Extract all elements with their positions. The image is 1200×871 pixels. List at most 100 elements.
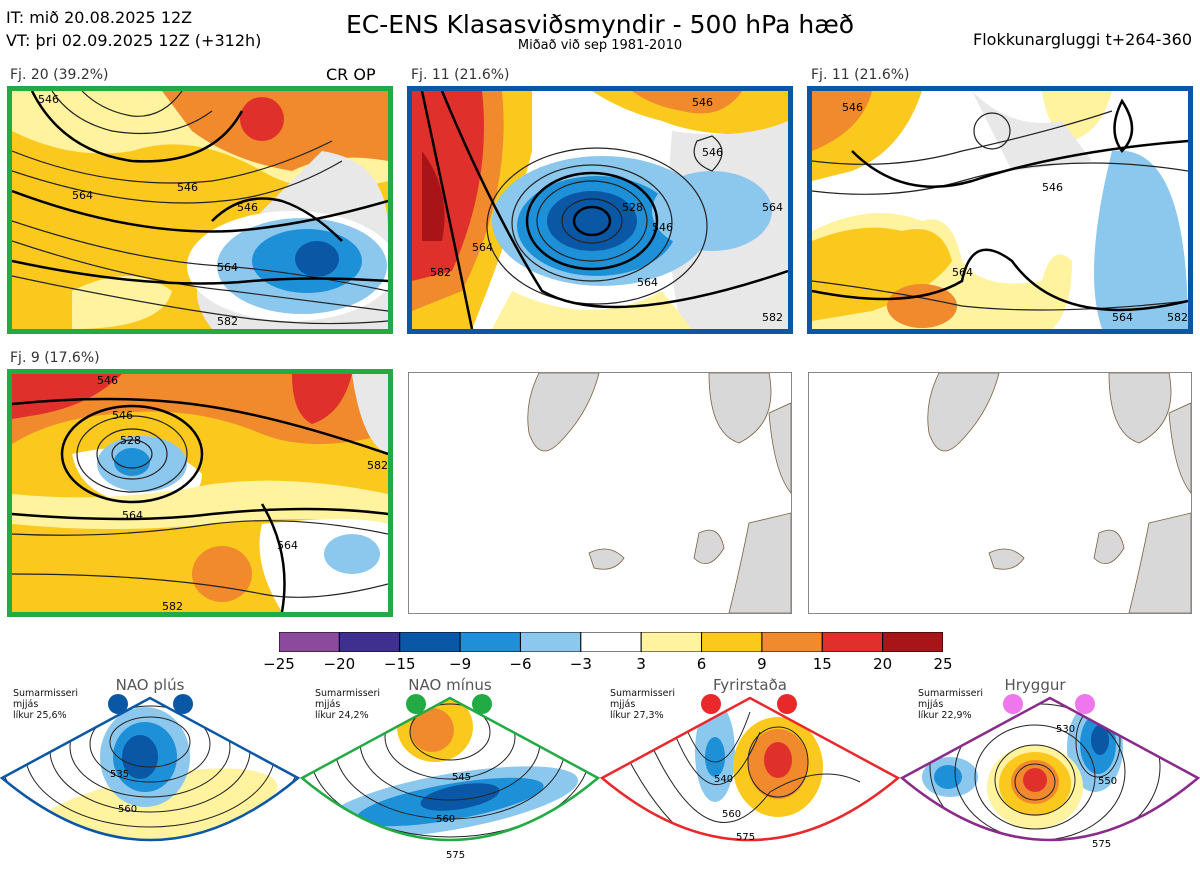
- p4-label-582b: 582: [367, 459, 388, 472]
- regime-probability: líkur 27,3%: [610, 710, 664, 721]
- colorbar-tick-label: −20: [323, 655, 356, 673]
- regime-dot: [406, 694, 426, 714]
- regime-probability: líkur 22,9%: [918, 710, 972, 721]
- p2-label-582a: 582: [430, 266, 451, 279]
- colorbar-tick-label: −9: [449, 655, 472, 673]
- colorbar-segment: [821, 631, 884, 653]
- regime-title: Fyrirstaða: [713, 676, 787, 694]
- regime-dot: [472, 694, 492, 714]
- p1-label-546a: 546: [177, 181, 198, 194]
- contour-label: 575: [446, 850, 465, 861]
- contour-label: 530: [1056, 724, 1075, 735]
- colorbar-tick-label: 3: [636, 655, 646, 673]
- regime-period: mjjás: [13, 699, 39, 710]
- regime-dot: [701, 694, 721, 714]
- regime-season: Sumarmisseri: [918, 688, 984, 699]
- init-time: IT: mið 20.08.2025 12Z: [6, 8, 193, 27]
- cluster-map-2: 564 546 528 546 546 564 564 582 582: [407, 86, 793, 334]
- p2-label-564a: 564: [472, 241, 493, 254]
- regime-season: Sumarmisseri: [610, 688, 676, 699]
- empty-map-6: [808, 372, 1192, 614]
- regime-nao-plus: NAO plús Sumarmisseri mjjás líkur 25,6%: [0, 672, 300, 871]
- contour-label: 560: [436, 814, 455, 825]
- regime-period: mjjás: [918, 699, 944, 710]
- regime-strip: NAO plús Sumarmisseri mjjás líkur 25,6%: [0, 672, 1200, 871]
- regime-info: Sumarmisseri mjjás líkur 25,6%: [13, 688, 78, 721]
- colorbar-tick-label: 15: [812, 655, 832, 673]
- p1-label-546b: 546: [237, 201, 258, 214]
- p2-label-528: 528: [622, 201, 643, 214]
- colorbar-tick-label: 25: [933, 655, 953, 673]
- cluster-map-4-graphic: 546 546 528 564 564 582 582: [12, 374, 388, 612]
- regime-probability: líkur 24,2%: [315, 710, 369, 721]
- regime-ridge: Hryggur Sumarmisseri mjjás líkur 22,9%: [900, 672, 1200, 871]
- empty-map-6-graphic: [809, 373, 1191, 613]
- colorbar-segment: [701, 631, 763, 653]
- regime-title: NAO mínus: [408, 676, 492, 694]
- colorbar-segment: [640, 631, 703, 653]
- p3-label-564b: 564: [1112, 311, 1133, 324]
- cluster-map-2-graphic: 564 546 528 546 546 564 564 582 582: [412, 91, 788, 329]
- colorbar-segment: [882, 631, 944, 653]
- page-subtitle: Miðað við sep 1981-2010: [517, 38, 683, 53]
- colorbar-tick-label: 6: [696, 655, 707, 673]
- regime-fan-graphic: 545 560 575: [300, 696, 600, 861]
- p1-label-546c: 546: [38, 93, 59, 106]
- colorbar-graphic: [278, 631, 944, 653]
- regime-fan-graphic: 530 550 575: [900, 696, 1200, 850]
- regime-season: Sumarmisseri: [13, 688, 79, 699]
- regime-fan-graphic: 535 560: [0, 696, 300, 842]
- p3-label-582: 582: [1167, 311, 1188, 324]
- p4-label-528: 528: [120, 434, 141, 447]
- header-info: IT: mið 20.08.2025 12Z VT: þri 02.09.202…: [6, 6, 261, 52]
- regime-period: mjjás: [315, 699, 341, 710]
- regime-title: NAO plús: [115, 676, 185, 694]
- contour-label: 575: [736, 832, 755, 843]
- empty-map-5: [408, 372, 792, 614]
- regime-info: Sumarmisseri mjjás líkur 24,2%: [315, 688, 380, 721]
- colorbar-tick-label: 9: [757, 655, 767, 673]
- p1-label-582: 582: [217, 315, 238, 328]
- p4-label-546b: 546: [112, 409, 133, 422]
- valid-time: VT: þri 02.09.2025 12Z (+312h): [6, 31, 262, 50]
- regime-dot: [173, 694, 193, 714]
- contour-label: 535: [110, 769, 129, 780]
- regime-period: mjjás: [610, 699, 636, 710]
- cluster-map-3-graphic: 546 546 564 564 582: [812, 91, 1188, 329]
- p2-label-564c: 564: [762, 201, 783, 214]
- panel-3-label: Fj. 11 (21.6%): [811, 67, 910, 83]
- contour-label: 560: [118, 804, 137, 815]
- p3-label-546a: 546: [1042, 181, 1063, 194]
- p2-label-564b: 564: [637, 276, 658, 289]
- p4-label-564b: 564: [277, 539, 298, 552]
- p1-label-564b: 564: [217, 261, 238, 274]
- classification-window: Flokkunargluggi t+264-360: [973, 30, 1192, 49]
- p2-label-546b: 546: [702, 146, 723, 159]
- p4-label-564a: 564: [122, 509, 143, 522]
- colorbar-segment: [399, 631, 461, 653]
- colorbar-segment: [519, 631, 582, 653]
- colorbar-tick-label: −25: [263, 655, 295, 673]
- colorbar-segment: [761, 631, 823, 653]
- colorbar-segment: [338, 631, 401, 653]
- p2-label-582b: 582: [762, 311, 783, 324]
- colorbar: [278, 631, 944, 653]
- colorbar-segment: [580, 631, 642, 653]
- regime-dot: [777, 694, 797, 714]
- regime-dot: [1075, 694, 1095, 714]
- regime-season: Sumarmisseri: [315, 688, 381, 699]
- colorbar-tick-label: −3: [569, 655, 592, 673]
- contour-label: 540: [714, 774, 733, 785]
- p3-label-564a: 564: [952, 266, 973, 279]
- cluster-map-1-graphic: 546 564 546 546 564 582: [12, 91, 388, 329]
- p4-label-546a: 546: [97, 374, 118, 387]
- cluster-map-3: 546 546 564 564 582: [807, 86, 1193, 334]
- contour-label: 545: [452, 772, 471, 783]
- contour-label: 575: [1092, 839, 1111, 850]
- regime-dot: [1003, 694, 1023, 714]
- colorbar-tick-label: 20: [873, 655, 893, 673]
- regime-title: Hryggur: [1004, 676, 1066, 694]
- regime-info: Sumarmisseri mjjás líkur 27,3%: [610, 688, 675, 721]
- regime-blocking: Fyrirstaða Sumarmisseri mjjás líkur 27,3…: [600, 672, 900, 871]
- regime-fan-graphic: 540 560 575: [600, 696, 900, 843]
